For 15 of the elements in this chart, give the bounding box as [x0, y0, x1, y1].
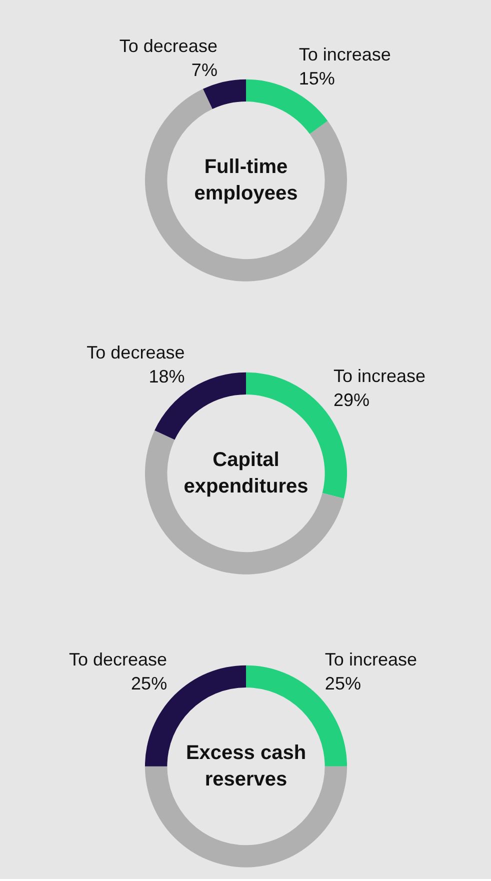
text: Capital expenditures: [184, 449, 308, 498]
text: Full-time employees: [194, 156, 298, 205]
data-label: 15%: [298, 68, 335, 89]
data-label: 29%: [333, 390, 370, 410]
data-label: 25%: [324, 673, 361, 694]
slice-label: To increase: [333, 366, 426, 386]
text: Excess cash reserves: [186, 742, 306, 791]
slice-label: To decrease: [119, 36, 218, 56]
data-label: 18%: [148, 366, 185, 386]
slice-label: To decrease: [86, 342, 185, 362]
data-label: 7%: [191, 60, 218, 80]
data-label: 25%: [131, 673, 168, 694]
slice-label: To increase: [324, 649, 417, 670]
slice-label: To decrease: [69, 649, 168, 670]
slice-label: To increase: [298, 44, 391, 65]
